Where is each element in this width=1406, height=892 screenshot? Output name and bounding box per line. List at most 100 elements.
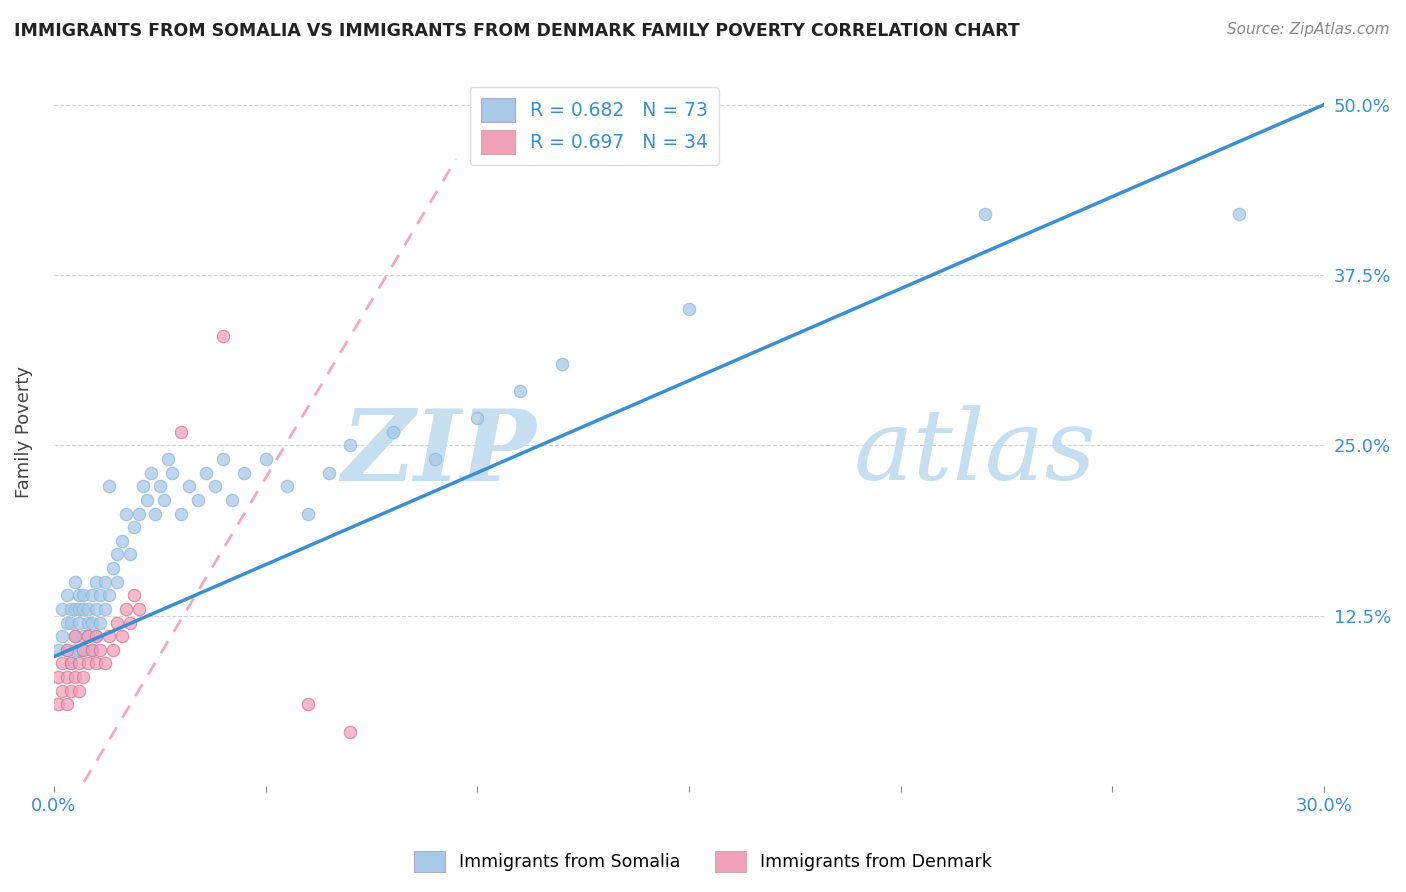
Point bbox=[67, 588, 90, 602]
Point bbox=[179, 479, 201, 493]
Point bbox=[80, 615, 103, 630]
Point bbox=[72, 670, 94, 684]
Point bbox=[118, 615, 141, 630]
Point bbox=[195, 466, 218, 480]
Point bbox=[974, 207, 997, 221]
Point bbox=[105, 574, 128, 589]
Point bbox=[67, 643, 90, 657]
Point bbox=[63, 602, 86, 616]
Point bbox=[51, 657, 73, 671]
Point bbox=[212, 329, 235, 343]
Point bbox=[97, 479, 120, 493]
Point bbox=[59, 602, 82, 616]
Point bbox=[67, 683, 90, 698]
Point bbox=[63, 574, 86, 589]
Point bbox=[110, 629, 132, 643]
Point bbox=[46, 643, 69, 657]
Point bbox=[254, 452, 277, 467]
Point bbox=[149, 479, 172, 493]
Point bbox=[157, 452, 180, 467]
Point bbox=[101, 643, 124, 657]
Point bbox=[72, 643, 94, 657]
Point bbox=[678, 302, 700, 317]
Point bbox=[76, 657, 98, 671]
Point bbox=[339, 724, 361, 739]
Point bbox=[89, 615, 111, 630]
Point bbox=[233, 466, 256, 480]
Point bbox=[63, 643, 86, 657]
Point bbox=[162, 466, 184, 480]
Point bbox=[80, 643, 103, 657]
Text: Source: ZipAtlas.com: Source: ZipAtlas.com bbox=[1226, 22, 1389, 37]
Point bbox=[59, 683, 82, 698]
Point bbox=[59, 615, 82, 630]
Point bbox=[67, 657, 90, 671]
Point bbox=[170, 425, 193, 439]
Point bbox=[72, 629, 94, 643]
Point bbox=[110, 533, 132, 548]
Legend: R = 0.682   N = 73, R = 0.697   N = 34: R = 0.682 N = 73, R = 0.697 N = 34 bbox=[470, 87, 718, 165]
Point bbox=[128, 507, 150, 521]
Point bbox=[318, 466, 340, 480]
Y-axis label: Family Poverty: Family Poverty bbox=[15, 366, 32, 498]
Point bbox=[63, 629, 86, 643]
Point bbox=[93, 657, 115, 671]
Point bbox=[84, 629, 107, 643]
Point bbox=[55, 670, 77, 684]
Point bbox=[105, 615, 128, 630]
Point bbox=[381, 425, 404, 439]
Point bbox=[114, 602, 136, 616]
Point bbox=[145, 507, 167, 521]
Point bbox=[55, 588, 77, 602]
Point bbox=[59, 657, 82, 671]
Point bbox=[63, 629, 86, 643]
Point bbox=[204, 479, 226, 493]
Point bbox=[339, 438, 361, 452]
Point bbox=[76, 602, 98, 616]
Point bbox=[551, 357, 574, 371]
Point bbox=[46, 670, 69, 684]
Point bbox=[141, 466, 163, 480]
Point bbox=[51, 683, 73, 698]
Point bbox=[122, 520, 145, 534]
Point bbox=[72, 588, 94, 602]
Point bbox=[297, 698, 319, 712]
Point bbox=[170, 507, 193, 521]
Point bbox=[55, 615, 77, 630]
Point bbox=[297, 507, 319, 521]
Point bbox=[101, 561, 124, 575]
Point bbox=[118, 548, 141, 562]
Point bbox=[76, 629, 98, 643]
Point bbox=[55, 643, 77, 657]
Point bbox=[80, 588, 103, 602]
Point bbox=[55, 643, 77, 657]
Point bbox=[212, 452, 235, 467]
Point bbox=[221, 492, 243, 507]
Point bbox=[67, 602, 90, 616]
Point bbox=[51, 629, 73, 643]
Point bbox=[55, 698, 77, 712]
Text: ZIP: ZIP bbox=[342, 405, 537, 501]
Point bbox=[1227, 207, 1250, 221]
Point bbox=[46, 698, 69, 712]
Point bbox=[114, 507, 136, 521]
Point bbox=[187, 492, 209, 507]
Point bbox=[84, 629, 107, 643]
Point bbox=[72, 643, 94, 657]
Point bbox=[84, 602, 107, 616]
Point bbox=[132, 479, 155, 493]
Point bbox=[89, 588, 111, 602]
Point bbox=[84, 574, 107, 589]
Text: atlas: atlas bbox=[853, 405, 1097, 500]
Point bbox=[465, 411, 488, 425]
Point bbox=[93, 602, 115, 616]
Point bbox=[509, 384, 531, 398]
Point bbox=[423, 452, 446, 467]
Point bbox=[76, 629, 98, 643]
Point bbox=[105, 548, 128, 562]
Point bbox=[136, 492, 159, 507]
Point bbox=[93, 574, 115, 589]
Point bbox=[72, 602, 94, 616]
Point bbox=[128, 602, 150, 616]
Point bbox=[67, 615, 90, 630]
